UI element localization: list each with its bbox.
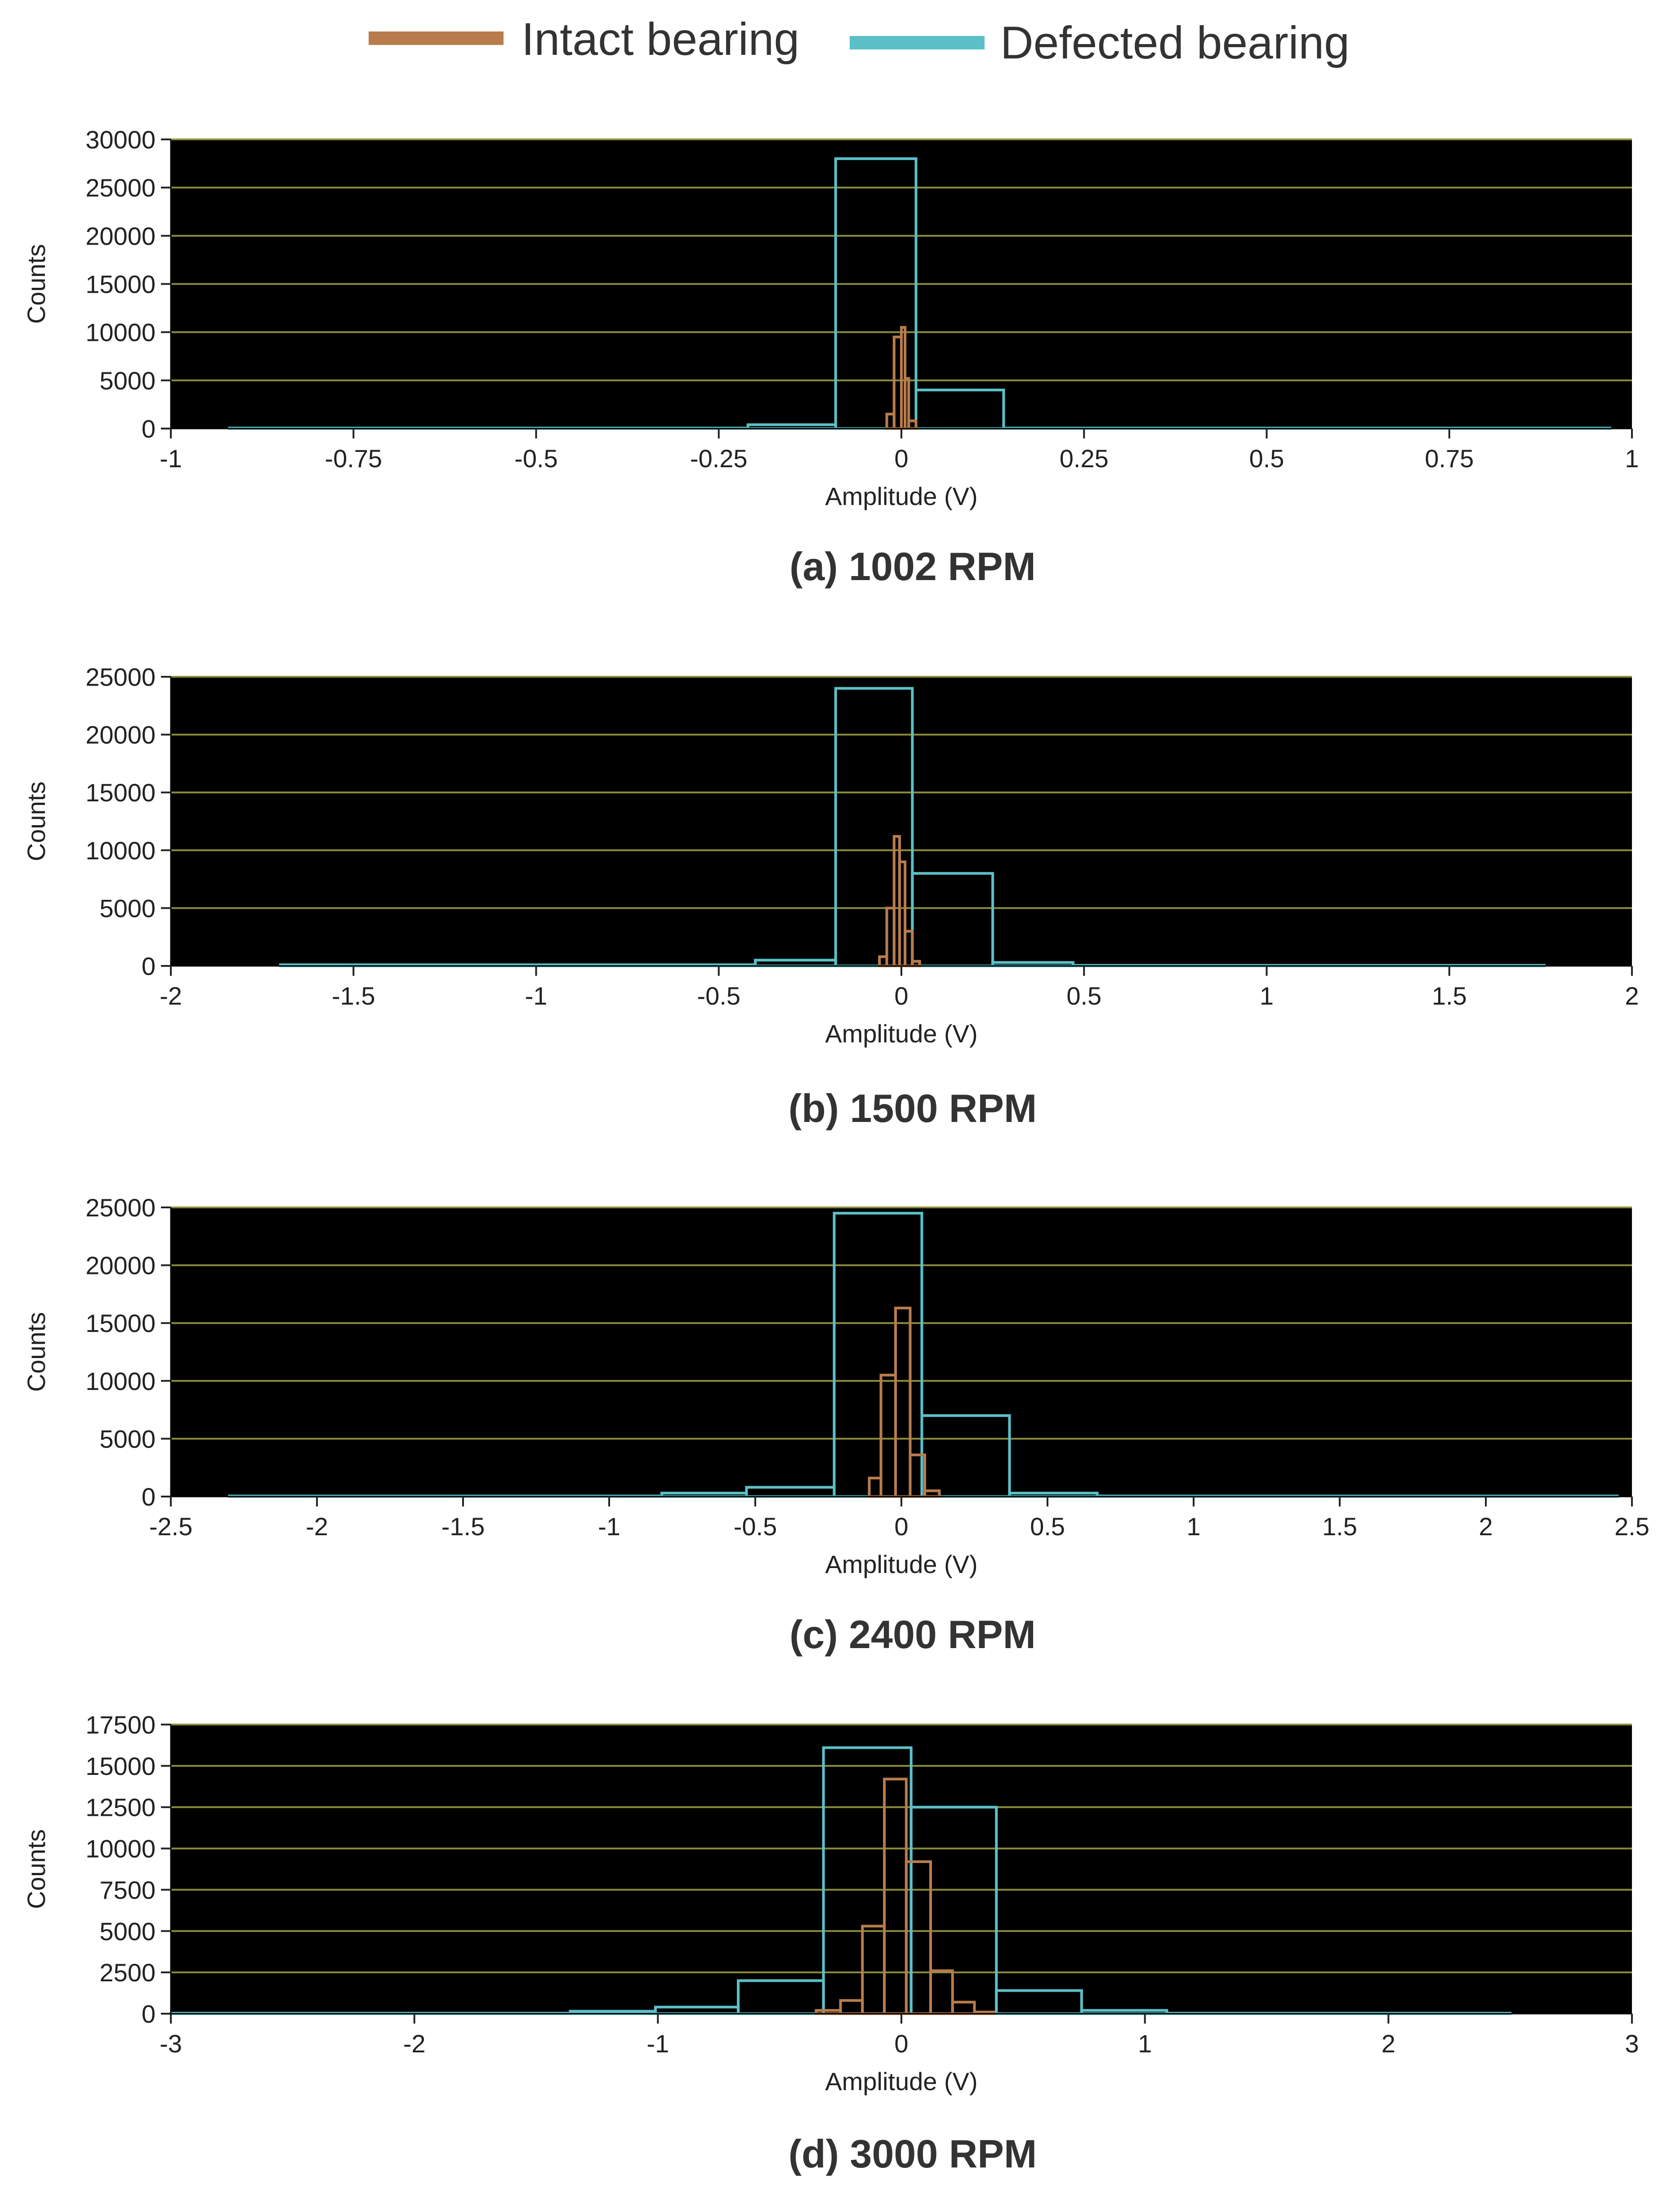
x-tick-label: 0	[894, 1512, 908, 1541]
plot-area	[171, 1725, 1632, 2014]
y-axis-label: Counts	[22, 1312, 50, 1392]
panel-caption: (c) 2400 RPM	[789, 1612, 1036, 1657]
x-tick-label: -0.5	[734, 1512, 777, 1541]
y-tick-label: 5000	[99, 366, 156, 395]
x-tick-label: -1	[525, 982, 548, 1010]
y-tick-label: 15000	[85, 1752, 156, 1780]
chart-panel: 0 5000 10000 15000 20000 25000 30000 -1 -0.75 -0.…	[22, 125, 1639, 589]
x-tick-label: -1.5	[332, 982, 375, 1010]
x-axis-label: Amplitude (V)	[825, 1019, 977, 1048]
legend-label-defected: Defected bearing	[1000, 17, 1350, 68]
x-tick-label: -2	[306, 1512, 328, 1541]
x-tick-label: -1	[598, 1512, 620, 1541]
x-tick-label: 0.75	[1425, 444, 1474, 473]
x-tick-label: 1	[1625, 444, 1639, 473]
legend: Intact bearing Defected bearing	[369, 13, 1350, 68]
chart-panel: 0 2500 5000 7500 10000 12500 15000 17500 -3 -2 -1 0…	[22, 1711, 1639, 2176]
y-tick-label: 15000	[85, 778, 156, 807]
y-axis-label: Counts	[22, 1829, 50, 1909]
legend-swatch-defected	[850, 36, 985, 49]
y-tick-label: 0	[142, 2000, 156, 2028]
y-tick-label: 25000	[85, 663, 156, 691]
x-tick-label: 2	[1479, 1512, 1493, 1541]
y-axis-label: Counts	[22, 782, 50, 861]
y-axis-label: Counts	[22, 244, 50, 324]
y-tick-label: 15000	[85, 270, 156, 299]
panel-caption: (a) 1002 RPM	[789, 544, 1036, 589]
x-tick-label: -0.25	[690, 444, 748, 473]
x-tick-label: -0.5	[514, 444, 558, 473]
panel-caption: (b) 1500 RPM	[789, 1086, 1037, 1131]
y-tick-label: 25000	[85, 1193, 156, 1222]
x-tick-label: -0.5	[697, 982, 741, 1010]
x-tick-label: 0.5	[1030, 1512, 1065, 1541]
y-tick-label: 5000	[99, 1917, 156, 1945]
legend-swatch-intact	[369, 31, 504, 45]
y-tick-label: 20000	[85, 721, 156, 749]
chart-panel: 0 5000 10000 15000 20000 25000 -2 -1.5 -1 -0.5 0 0.…	[22, 663, 1639, 1131]
y-tick-label: 15000	[85, 1309, 156, 1337]
x-tick-label: 3	[1625, 2029, 1639, 2058]
x-tick-label: -2	[160, 982, 182, 1010]
panel-caption: (d) 3000 RPM	[789, 2132, 1037, 2176]
x-tick-label: 0	[894, 982, 908, 1010]
x-tick-label: 0.25	[1060, 444, 1109, 473]
y-tick-label: 10000	[85, 318, 156, 347]
x-tick-label: 0	[894, 444, 908, 473]
x-tick-label: 2	[1382, 2029, 1395, 2058]
plot-area	[171, 677, 1632, 966]
x-tick-label: 0	[894, 2029, 908, 2058]
y-tick-label: 0	[142, 415, 156, 443]
x-axis-label: Amplitude (V)	[825, 2067, 977, 2096]
x-axis-label: Amplitude (V)	[825, 482, 977, 510]
x-tick-label: 2	[1625, 982, 1639, 1010]
legend-label-intact: Intact bearing	[522, 13, 799, 65]
y-tick-label: 5000	[99, 894, 156, 922]
x-tick-label: 0.5	[1066, 982, 1101, 1010]
x-tick-label: -2	[403, 2029, 426, 2058]
plot-area	[171, 1207, 1632, 1497]
y-tick-label: 17500	[85, 1711, 156, 1739]
y-tick-label: 20000	[85, 222, 156, 250]
y-tick-label: 5000	[99, 1425, 156, 1453]
y-tick-label: 20000	[85, 1251, 156, 1280]
y-tick-label: 0	[142, 1483, 156, 1511]
y-tick-label: 10000	[85, 1367, 156, 1395]
x-tick-label: -0.75	[325, 444, 382, 473]
y-tick-label: 2500	[99, 1958, 156, 1987]
x-tick-label: 1	[1260, 982, 1274, 1010]
x-tick-label: -1	[160, 444, 182, 473]
x-tick-label: 1.5	[1432, 982, 1467, 1010]
x-tick-label: -1	[646, 2029, 669, 2058]
chart-panel: 0 5000 10000 15000 20000 25000 -2.5 -2 -1.5 -1 -0.…	[22, 1193, 1649, 1657]
y-tick-label: 7500	[99, 1876, 156, 1904]
x-axis-label: Amplitude (V)	[825, 1550, 977, 1578]
x-tick-label: 2.5	[1614, 1512, 1649, 1541]
y-tick-label: 10000	[85, 836, 156, 865]
x-tick-label: 1	[1138, 2029, 1152, 2058]
y-tick-label: 30000	[85, 125, 156, 154]
y-tick-label: 0	[142, 952, 156, 980]
y-tick-label: 12500	[85, 1793, 156, 1822]
y-tick-label: 25000	[85, 174, 156, 202]
x-tick-label: 0.5	[1249, 444, 1284, 473]
x-tick-label: 1	[1186, 1512, 1200, 1541]
x-tick-label: -1.5	[441, 1512, 485, 1541]
x-tick-label: -3	[160, 2029, 182, 2058]
x-tick-label: -2.5	[149, 1512, 193, 1541]
y-tick-label: 10000	[85, 1835, 156, 1863]
x-tick-label: 1.5	[1322, 1512, 1357, 1541]
